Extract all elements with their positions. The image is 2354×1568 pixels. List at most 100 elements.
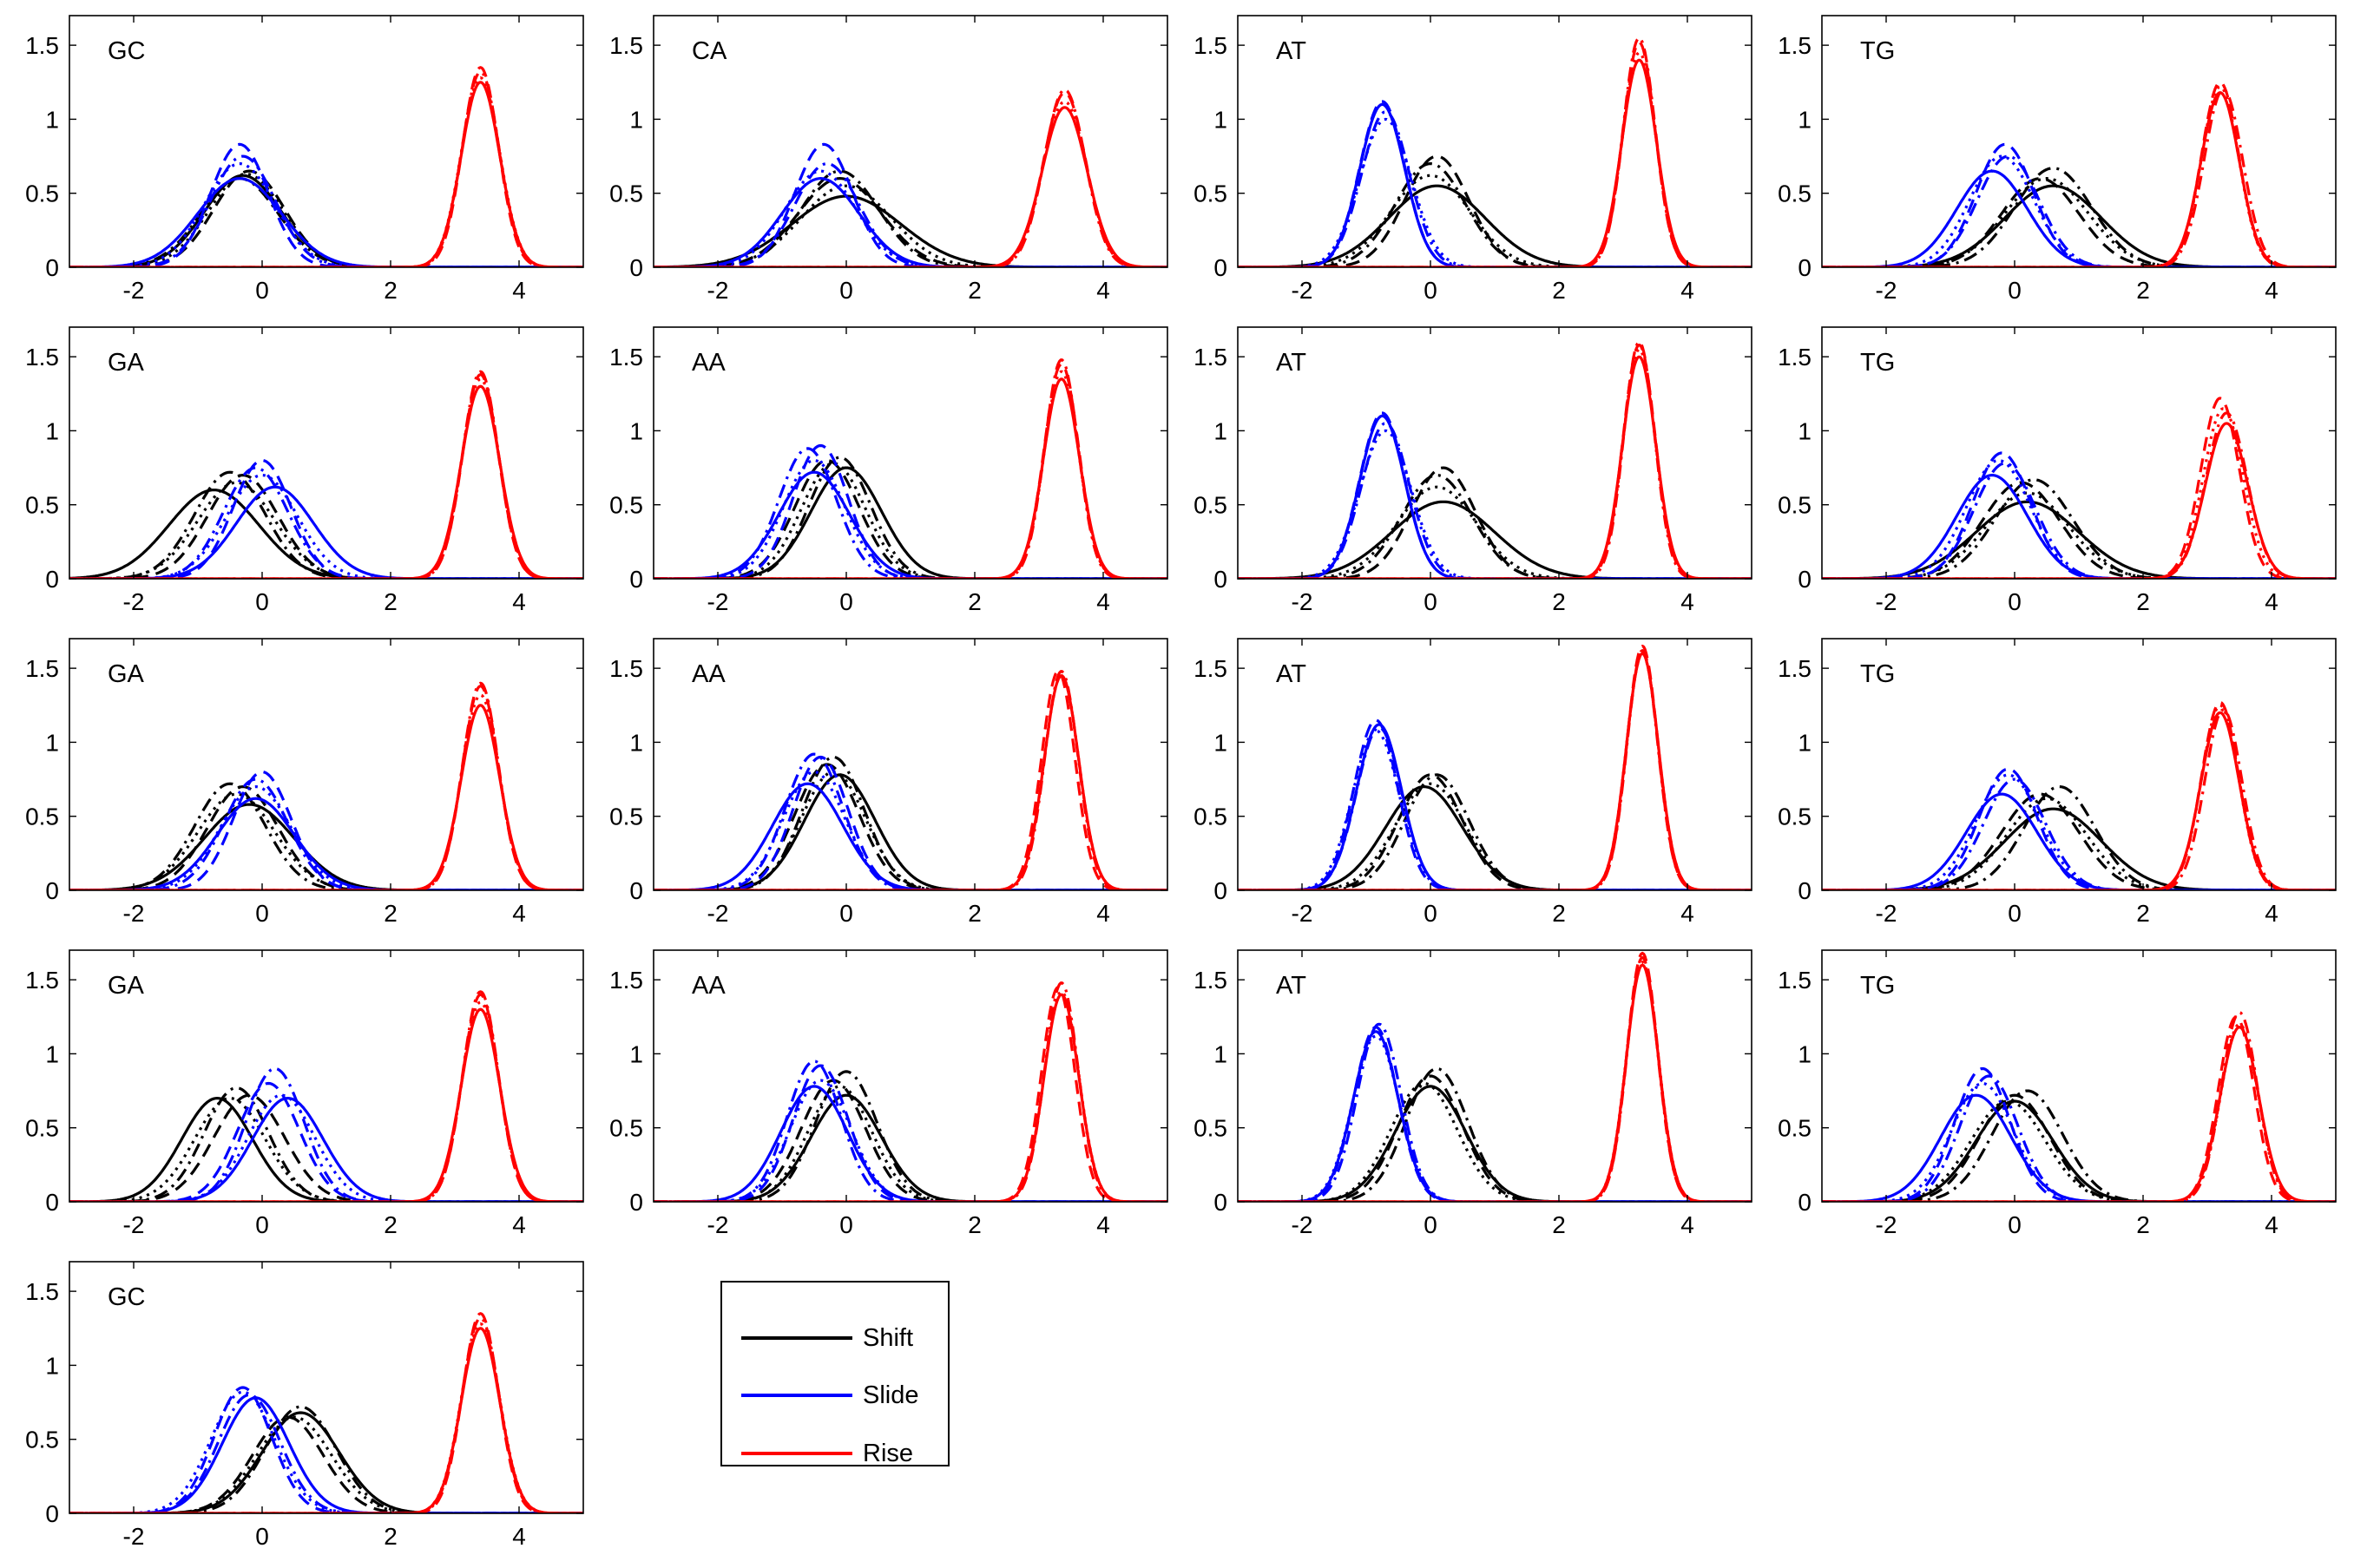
shift-curve-dotted [1238,485,1752,579]
x-tick-label: 0 [2008,277,2022,304]
x-tick-label: 0 [255,1211,269,1238]
slide-curve-dashdot [69,466,583,579]
panel-label: GC [108,37,146,65]
shift-curve-dotted [654,1085,1167,1202]
x-tick-label: 0 [2008,900,2022,927]
rise-curve-dotted [69,1322,583,1513]
x-tick-label: 4 [1096,277,1110,304]
shift-curve-dashed [69,474,583,579]
rise-curve-dashed [1238,41,1752,267]
shift-curve-dashed [654,1079,1167,1202]
panel-12: -2 0 2 4 0 0.5 1 1.5 TG [1778,638,2337,927]
rise-curve-dashed [1822,1015,2336,1202]
x-tick-label: -2 [707,588,729,615]
panel-11: -2 0 2 4 0 0.5 1 1.5 AT [1193,638,1752,927]
x-tick-label: 0 [1424,900,1437,927]
rise-curve-solid [1238,58,1752,267]
x-tick-label: -2 [707,1211,729,1238]
shift-curve-dashdot [69,470,583,579]
panel-curves [1238,951,1752,1202]
rise-curve-solid [654,993,1167,1202]
x-tick-label: 2 [384,1211,398,1238]
rise-curve-dashed [1822,81,2336,267]
rise-curve-dashdot [69,681,583,890]
legend-label-shift: Shift [863,1324,914,1352]
y-tick-label: 1.5 [1778,655,1812,682]
x-tick-label: 0 [839,1211,853,1238]
rise-curve-solid [1822,1026,2336,1202]
y-tick-label: 1 [1798,1040,1812,1067]
x-tick-label: 2 [384,1523,398,1550]
x-tick-label: 0 [839,588,853,615]
x-tick-label: 4 [512,588,526,615]
x-tick-label: 2 [1552,1211,1566,1238]
slide-curve-dashed [69,458,583,579]
y-tick-label: 1 [45,1352,59,1379]
x-tick-label: 0 [2008,588,2022,615]
y-tick-label: 1.5 [25,967,59,994]
x-tick-label: 2 [968,1211,982,1238]
rise-curve-dashed [69,1312,583,1513]
panel-17: -2 0 2 4 0 0.5 1 1.5 GC [25,1261,584,1550]
rise-curve-dashdot [69,70,583,267]
y-tick-label: 1.5 [609,32,643,59]
rise-curve-dashed [654,669,1167,890]
rise-curve-dotted [1238,652,1752,890]
panel-label: GA [108,660,145,688]
x-tick-label: 0 [2008,1211,2022,1238]
x-tick-label: 2 [1552,277,1566,304]
panel-label: AA [692,349,726,377]
y-tick-label: 1.5 [1778,344,1812,371]
slide-curve-dotted [69,162,583,267]
rise-curve-dashdot [1822,708,2336,890]
shift-curve-dashdot [1238,474,1752,579]
shift-curve-dotted [69,481,583,579]
shift-curve-dotted [1238,174,1752,267]
slide-curve-dashed [1238,718,1752,890]
slide-curve-solid [1822,169,2336,267]
x-tick-label: 4 [2265,277,2278,304]
shift-curve-dashed [1238,1074,1752,1202]
x-tick-label: 2 [384,588,398,615]
y-tick-label: 0 [45,1500,59,1527]
panel-curves [1238,340,1752,579]
shift-curve-dashdot [1238,162,1752,267]
legend-item-rise: Rise [722,1436,948,1471]
slide-curve-dashdot [1238,1022,1752,1202]
rise-curve-dashed [69,993,583,1202]
slide-curve-dashdot [1238,725,1752,890]
rise-curve-dotted [654,674,1167,890]
slide-curve-dashed [1238,1026,1752,1202]
rise-curve-dotted [654,370,1167,579]
panel-3: -2 0 2 4 0 0.5 1 1.5 AT [1193,15,1752,304]
rise-curve-solid [69,1327,583,1513]
rise-curve-dotted [69,693,583,890]
y-tick-label: 0.5 [25,492,59,519]
axes-frame [1237,949,1752,1203]
panel-8: -2 0 2 4 0 0.5 1 1.5 TG [1778,326,2337,615]
shift-curve-dashdot [1822,785,2336,890]
slide-curve-dotted [1238,429,1752,579]
shift-curve-dotted [1238,782,1752,890]
x-tick-label: 0 [255,277,269,304]
y-tick-label: 0 [1798,877,1812,904]
x-tick-label: 4 [1096,1211,1110,1238]
shift-curve-solid [1822,1099,2336,1202]
axes-frame [653,949,1168,1203]
panel-label: TG [1860,972,1895,1000]
y-tick-label: 0 [629,877,643,904]
x-tick-label: 2 [968,277,982,304]
legend-swatch-rise [741,1452,852,1455]
axes-frame [1237,15,1752,268]
rise-curve-dotted [1238,51,1752,267]
x-tick-label: 2 [1552,900,1566,927]
slide-curve-dotted [1822,1081,2336,1202]
x-tick-label: -2 [1876,277,1897,304]
panel-16: -2 0 2 4 0 0.5 1 1.5 TG [1778,949,2337,1238]
panel-curves [69,1312,583,1513]
slide-curve-dotted [654,1079,1167,1202]
slide-curve-solid [654,177,1167,267]
panel-label: GA [108,349,145,377]
shift-curve-dashed [654,763,1167,890]
rise-curve-dashdot [69,370,583,579]
